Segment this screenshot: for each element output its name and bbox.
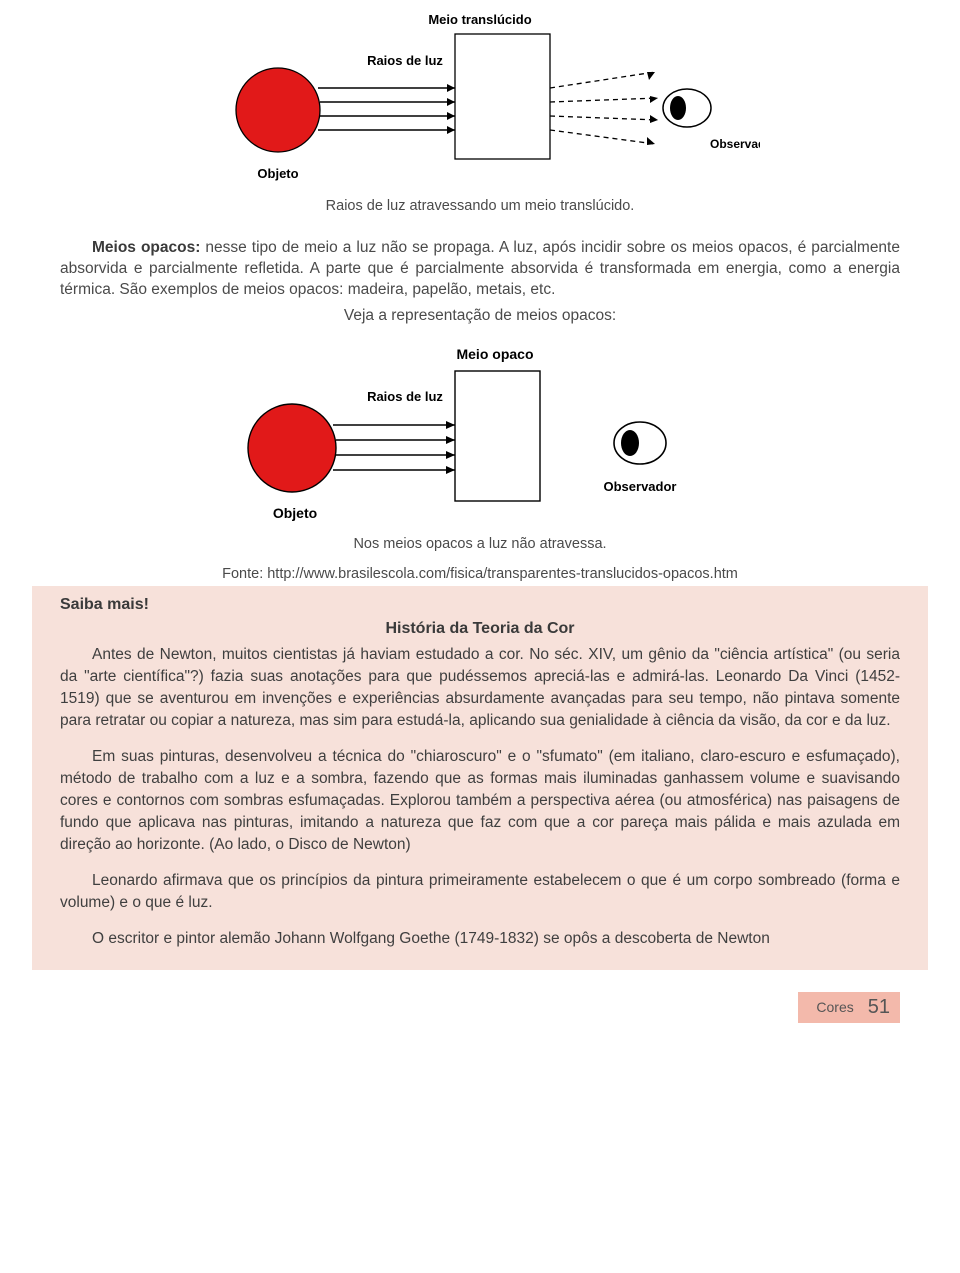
diagram1-object-circle: [236, 68, 320, 152]
diagram1-ray-dashed-2: [550, 98, 658, 102]
arrowhead: [647, 137, 655, 145]
saiba-p2: Em suas pinturas, desenvolveu a técnica …: [60, 746, 900, 856]
caption-translucent: Raios de luz atravessando um meio transl…: [60, 198, 900, 214]
diagram-translucent-svg: Meio translúcido Raios de luz: [200, 10, 760, 190]
page-content: Meio translúcido Raios de luz: [0, 10, 960, 1023]
arrowhead: [447, 126, 455, 134]
arrowhead: [447, 98, 455, 106]
diagram2-observer-label: Observador: [604, 479, 677, 494]
diagram1-ray-dashed-1: [550, 72, 655, 88]
diagram-translucent: Meio translúcido Raios de luz: [60, 10, 900, 190]
saiba-p3: Leonardo afirmava que os princípios da p…: [60, 870, 900, 914]
diagram1-observer-label: Observador: [710, 137, 760, 151]
diagram2-rays-label: Raios de luz: [367, 389, 443, 404]
arrowhead: [446, 421, 455, 429]
arrowhead: [650, 96, 658, 103]
paragraph-opaque-intro: Meios opacos: nesse tipo de meio a luz n…: [60, 238, 900, 301]
opaque-bold-label: Meios opacos:: [92, 239, 200, 256]
source-line: Fonte: http://www.brasilescola.com/fisic…: [60, 566, 900, 582]
diagram2-object-circle: [248, 404, 336, 492]
caption-opaque: Nos meios opacos a luz não atravessa.: [60, 536, 900, 552]
page-footer: Cores 51: [60, 992, 900, 1023]
diagram1-title: Meio translúcido: [428, 12, 531, 27]
arrowhead: [447, 84, 455, 92]
diagram1-ray-dashed-3: [550, 116, 658, 120]
arrowhead: [446, 451, 455, 459]
footer-tab: Cores 51: [798, 992, 900, 1023]
diagram2-object-label: Objeto: [273, 505, 317, 521]
arrowhead: [447, 112, 455, 120]
diagram-opaque: Meio opaco Raios de luz Objeto Observado…: [60, 343, 900, 528]
saiba-mais-heading: Saiba mais!: [60, 596, 900, 614]
historia-title: História da Teoria da Cor: [60, 620, 900, 638]
saiba-p4: O escritor e pintor alemão Johann Wolfga…: [60, 928, 900, 950]
diagram1-medium-box: [455, 34, 550, 159]
footer-page-number: 51: [868, 996, 890, 1019]
diagram1-object-label: Objeto: [257, 166, 298, 181]
diagram1-rays-label: Raios de luz: [367, 53, 443, 68]
footer-section-label: Cores: [816, 999, 853, 1015]
opaque-see-line: Veja a representação de meios opacos:: [60, 307, 900, 325]
saiba-p1: Antes de Newton, muitos cientistas já ha…: [60, 644, 900, 732]
diagram2-medium-box: [455, 371, 540, 501]
saiba-mais-box: Saiba mais! História da Teoria da Cor An…: [32, 586, 928, 970]
arrowhead: [446, 436, 455, 444]
diagram1-eye-pupil: [670, 96, 686, 120]
diagram2-eye-pupil: [621, 430, 639, 456]
diagram1-ray-dashed-4: [550, 130, 655, 144]
arrowhead: [647, 72, 655, 80]
diagram-opaque-svg: Meio opaco Raios de luz Objeto Observado…: [220, 343, 740, 528]
arrowhead: [446, 466, 455, 474]
diagram2-title: Meio opaco: [456, 346, 533, 362]
arrowhead: [650, 115, 658, 123]
